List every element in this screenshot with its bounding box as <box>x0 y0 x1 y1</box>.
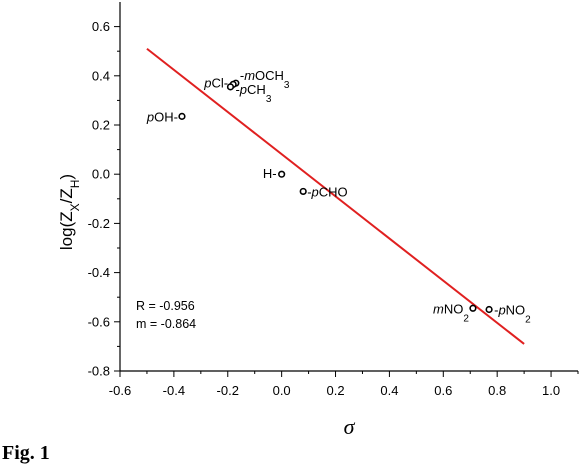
x-axis-title: σ <box>344 414 356 439</box>
data-point <box>485 305 493 314</box>
ytick-label: 0.4 <box>92 68 110 83</box>
ylabel-sub1: X <box>68 203 82 211</box>
xtick-label: -0.2 <box>217 383 239 398</box>
point-label: pCl- <box>203 75 228 90</box>
xtick-label: 1.0 <box>542 383 560 398</box>
y-axis-title: log(ZX/ZH) <box>57 174 82 250</box>
xtick-labels: -0.6 -0.4 -0.2 0.0 0.2 0.4 0.6 0.8 1.0 <box>109 383 560 398</box>
data-point <box>469 304 477 312</box>
ytick-label: -0.8 <box>88 364 110 379</box>
point-label: H- <box>263 166 277 181</box>
xtick-label: 0.2 <box>326 383 344 398</box>
chart: -0.8 -0.6 -0.4 -0.2 0.0 0.2 0.4 0.6 -0.6… <box>57 2 579 439</box>
xtick-label: -0.6 <box>109 383 131 398</box>
ylabel-end: ) <box>57 174 76 180</box>
data-point <box>299 187 307 196</box>
ytick-label: -0.4 <box>88 265 110 280</box>
figure-caption: Fig. 1 <box>2 442 50 464</box>
ytick-label: -0.2 <box>88 216 110 231</box>
point-label: -pCH3 <box>235 82 271 105</box>
ytick-label: 0.0 <box>92 167 110 182</box>
data-point <box>278 170 286 178</box>
xtick-label: 0.6 <box>434 383 452 398</box>
ylabel-sub2: H <box>68 180 82 189</box>
point-label: mNO2 <box>433 301 469 324</box>
data-point <box>226 83 235 91</box>
xtick-label: 0.4 <box>380 383 398 398</box>
fit-line <box>146 47 525 345</box>
xtick-label: 0.0 <box>273 383 291 398</box>
stat-m: m = -0.864 <box>136 317 196 331</box>
point-label: -pCHO <box>307 184 347 199</box>
ytick-label: 0.6 <box>92 19 110 34</box>
ytick-label: 0.2 <box>92 118 110 133</box>
xtick-label: -0.4 <box>163 383 185 398</box>
ytick-labels: -0.8 -0.6 -0.4 -0.2 0.0 0.2 0.4 0.6 <box>88 19 110 378</box>
point-label: -pNO2 <box>494 303 531 326</box>
ylabel-base: log(Z <box>57 211 76 250</box>
point-label: pOH- <box>146 109 178 124</box>
xtick-label: 0.8 <box>488 383 506 398</box>
point-label: -mOCH3 <box>240 68 290 91</box>
stat-r: R = -0.956 <box>136 299 195 313</box>
data-point <box>178 112 186 120</box>
ytick-label: -0.6 <box>88 314 110 329</box>
ylabel-mid: /Z <box>57 188 76 203</box>
